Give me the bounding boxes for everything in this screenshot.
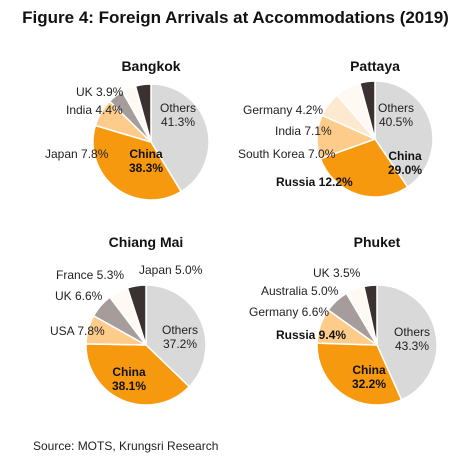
pie-slice-others xyxy=(376,284,438,401)
slice-label-japan: Japan 7.8% xyxy=(45,147,109,161)
pie-title: Pattaya xyxy=(350,58,400,74)
slice-label-china: China 32.2% xyxy=(352,363,386,391)
slice-label-uk: UK 6.6% xyxy=(55,289,103,303)
slice-label-japan: Japan 5.0% xyxy=(139,263,203,277)
source-note: Source: MOTS, Krungsri Research xyxy=(33,439,219,453)
pie-slice-china xyxy=(92,124,183,201)
slice-label-india: India 4.4% xyxy=(66,103,123,117)
slice-label-france: France 5.3% xyxy=(56,268,124,282)
slice-label-uk: UK 3.5% xyxy=(313,266,361,280)
pie-slice-uk xyxy=(363,284,378,346)
pie-title: Phuket xyxy=(354,234,401,250)
pie-chiang-mai: Chiang Mai Others 37.2% China 38.1% USA 7.8% U… xyxy=(50,234,207,406)
pie-title: Chiang Mai xyxy=(109,234,184,250)
pie-slice xyxy=(134,83,152,143)
pie-slice-china xyxy=(316,342,403,406)
pie-pattaya: Pattaya Others 40.5% China 29.0% Russia 12.2%… xyxy=(238,58,434,198)
pie-slice-china xyxy=(319,138,409,198)
pie-slice-japan xyxy=(126,284,147,346)
pie-phuket: Phuket Others 43.3% China 32.2% Russia 9.4% Ge… xyxy=(249,234,438,406)
slice-label-india: India 7.1% xyxy=(275,124,332,138)
pie-slice-others xyxy=(145,284,207,388)
slice-label-others: Others 43.3% xyxy=(394,325,430,353)
slice-label-others: Others 40.5% xyxy=(378,101,414,129)
pie-slice-china xyxy=(85,343,191,406)
slice-label-germany: Germany 6.6% xyxy=(249,305,329,319)
slice-label-china: China 29.0% xyxy=(388,149,422,177)
slice-label-china: China 38.1% xyxy=(112,365,146,393)
pie-title: Bangkok xyxy=(121,58,180,74)
pie-slice-others xyxy=(374,80,434,189)
slice-label-usa: USA 7.8% xyxy=(50,324,105,338)
slice-label-china: China 38.3% xyxy=(129,147,163,175)
slice-label-others: Others 41.3% xyxy=(160,101,196,129)
pie-slice-germany xyxy=(358,80,376,140)
slice-label-russia: Russia 12.2% xyxy=(276,175,353,189)
slice-label-others: Others 37.2% xyxy=(162,323,198,351)
figure-title: Figure 4: Foreign Arrivals at Accommodat… xyxy=(22,8,449,27)
pie-bangkok: Bangkok Others 41.3% China 38.3% Japan 7.8% In… xyxy=(45,58,210,201)
slice-label-germany: Germany 4.2% xyxy=(243,103,323,117)
slice-label-uk: UK 3.9% xyxy=(76,85,124,99)
slice-label-russia: Russia 9.4% xyxy=(276,328,346,342)
slice-label-south-korea: South Korea 7.0% xyxy=(238,147,336,161)
slice-label-australia: Australia 5.0% xyxy=(261,284,339,298)
